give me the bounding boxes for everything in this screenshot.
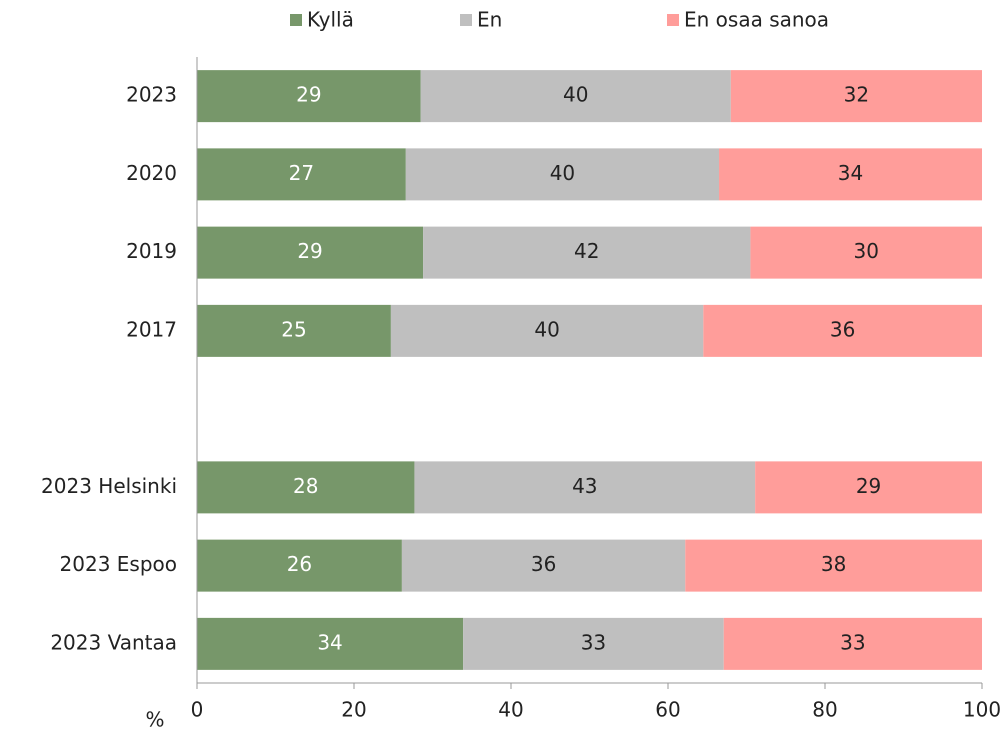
data-label: 40: [550, 161, 575, 185]
bar-segment: [719, 148, 982, 201]
y-tick-label: 2017: [126, 317, 177, 341]
legend-label: Kyllä: [307, 8, 354, 32]
data-label: 40: [534, 317, 559, 341]
bar-segment: [420, 70, 731, 123]
data-label: 29: [856, 474, 881, 498]
y-tick-label: 2019: [126, 239, 177, 263]
x-axis-label: %: [145, 708, 164, 732]
bar-segment: [390, 304, 704, 357]
y-tick-label: 2020: [126, 161, 177, 185]
data-label: 40: [563, 83, 588, 107]
data-label: 33: [581, 630, 606, 654]
bar-segment: [197, 148, 406, 201]
data-label: 30: [853, 239, 878, 263]
data-label: 38: [821, 552, 846, 576]
data-label: 36: [531, 552, 556, 576]
bar-segment: [197, 617, 464, 670]
bar-segment: [755, 461, 982, 514]
bar-segment: [197, 70, 421, 123]
bar-segment: [414, 461, 756, 514]
x-tick-label: 100: [963, 698, 1001, 722]
x-tick-label: 20: [341, 698, 366, 722]
data-label: 27: [289, 161, 314, 185]
data-label: 29: [297, 239, 322, 263]
bar-segment: [463, 617, 724, 670]
data-label: 36: [830, 317, 855, 341]
x-tick-label: 0: [191, 698, 204, 722]
y-tick-label: 2023 Espoo: [60, 552, 177, 576]
data-label: 42: [574, 239, 599, 263]
bar-segment: [730, 70, 982, 123]
legend-label: En: [477, 8, 502, 32]
bar-segment: [750, 226, 982, 279]
bar-segment: [703, 304, 982, 357]
bar-segment: [197, 461, 415, 514]
data-label: 34: [838, 161, 863, 185]
x-tick-label: 80: [812, 698, 837, 722]
x-tick-label: 60: [655, 698, 680, 722]
bar-segment: [405, 148, 720, 201]
y-tick-label: 2023: [126, 83, 177, 107]
data-label: 26: [287, 552, 312, 576]
data-label: 34: [317, 630, 342, 654]
data-label: 29: [296, 83, 321, 107]
data-label: 32: [844, 83, 869, 107]
data-label: 25: [281, 317, 306, 341]
legend-swatch: [290, 14, 302, 26]
bar-segment: [197, 539, 402, 592]
legend-swatch: [667, 14, 679, 26]
data-label: 28: [293, 474, 318, 498]
data-label: 33: [840, 630, 865, 654]
bar-segment: [685, 539, 982, 592]
data-label: 43: [572, 474, 597, 498]
y-tick-label: 2023 Vantaa: [50, 630, 177, 654]
bar-segment: [423, 226, 751, 279]
bar-segment: [197, 226, 424, 279]
x-tick-label: 40: [498, 698, 523, 722]
bar-segment: [723, 617, 982, 670]
legend-label: En osaa sanoa: [684, 8, 829, 32]
legend-swatch: [460, 14, 472, 26]
bar-segment: [197, 304, 391, 357]
bar-segment: [401, 539, 686, 592]
y-tick-label: 2023 Helsinki: [41, 474, 177, 498]
